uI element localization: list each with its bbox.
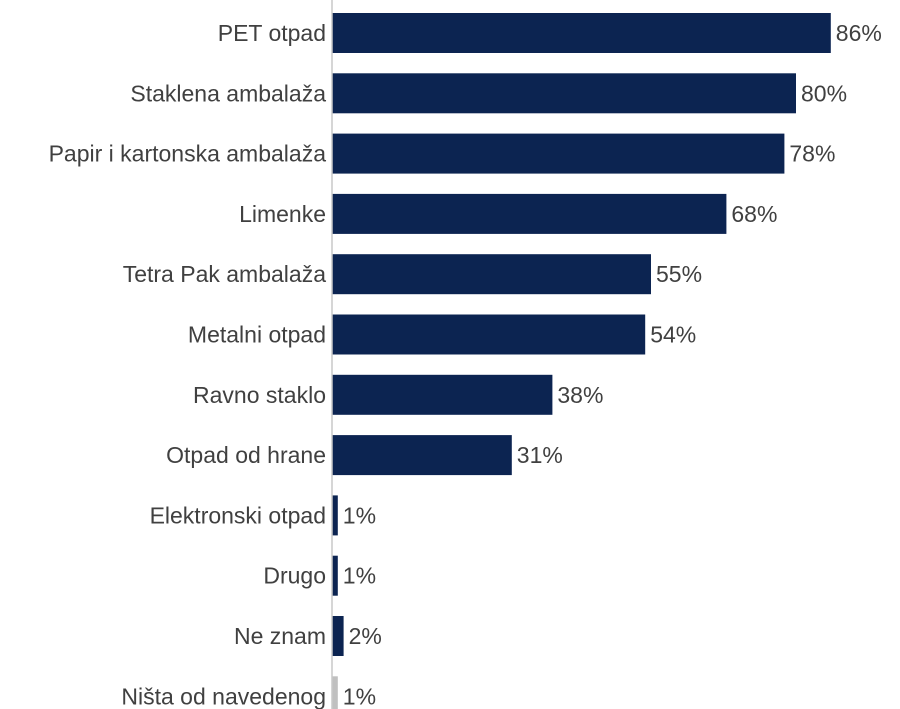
category-label: Metalni otpad	[188, 322, 326, 348]
bars	[332, 13, 831, 709]
category-label: Otpad od hrane	[166, 442, 326, 468]
category-label: Elektronski otpad	[150, 502, 326, 528]
data-label: 38%	[557, 382, 603, 408]
bar	[332, 73, 796, 114]
category-label: Tetra Pak ambalaža	[123, 261, 326, 287]
category-label: Drugo	[263, 563, 326, 589]
bar	[332, 193, 727, 234]
data-label: 86%	[836, 20, 882, 46]
category-labels: PET otpad Staklena ambalaža Papir i karton…	[49, 20, 327, 709]
data-label: 1%	[343, 563, 376, 589]
data-label: 68%	[731, 201, 777, 227]
bar	[332, 13, 831, 53]
data-label: 78%	[789, 141, 835, 167]
data-label: 80%	[801, 80, 847, 106]
data-label: 2%	[349, 623, 382, 649]
bar	[332, 495, 338, 536]
category-label: Papir i kartonska ambalaža	[49, 141, 327, 167]
category-label: Ravno staklo	[193, 382, 326, 408]
category-label: PET otpad	[218, 20, 326, 46]
bar	[332, 676, 338, 709]
data-label: 55%	[656, 261, 702, 287]
data-label: 54%	[650, 322, 696, 348]
bar	[332, 133, 785, 174]
value-labels: 86% 80% 78% 68% 55% 54% 38% 31% 1% 1% 2% 1%	[343, 20, 882, 709]
data-label: 31%	[517, 442, 563, 468]
data-label: 1%	[343, 502, 376, 528]
bar	[332, 555, 338, 596]
category-label: Staklena ambalaža	[130, 80, 326, 106]
data-label: 1%	[343, 683, 376, 709]
bar	[332, 374, 553, 415]
bar	[332, 616, 344, 656]
bar	[332, 314, 646, 355]
bar	[332, 254, 651, 295]
category-label: Ne znam	[234, 623, 326, 649]
category-label: Ništa od navedenog	[121, 683, 326, 709]
category-label: Limenke	[239, 201, 326, 227]
bar	[332, 435, 512, 476]
